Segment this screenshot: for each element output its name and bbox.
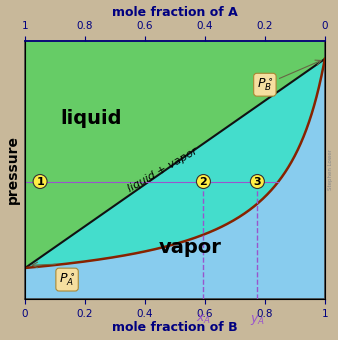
Text: liquid: liquid	[60, 109, 122, 128]
Text: vapor: vapor	[159, 238, 221, 257]
Text: $P^\circ_A$: $P^\circ_A$	[59, 271, 75, 288]
X-axis label: mole fraction of B: mole fraction of B	[112, 321, 238, 335]
X-axis label: mole fraction of A: mole fraction of A	[112, 5, 238, 19]
Text: $P^\circ_B$: $P^\circ_B$	[257, 76, 273, 93]
Text: 2: 2	[199, 176, 207, 187]
Text: 1: 1	[36, 176, 44, 187]
Text: $y_A$: $y_A$	[250, 313, 265, 327]
Text: $x_A$: $x_A$	[196, 313, 211, 326]
Text: Stephen Lower: Stephen Lower	[328, 149, 333, 190]
Text: 3: 3	[254, 176, 261, 187]
Text: liquid + vapor: liquid + vapor	[126, 146, 200, 194]
Polygon shape	[25, 59, 325, 268]
Y-axis label: pressure: pressure	[5, 135, 20, 204]
